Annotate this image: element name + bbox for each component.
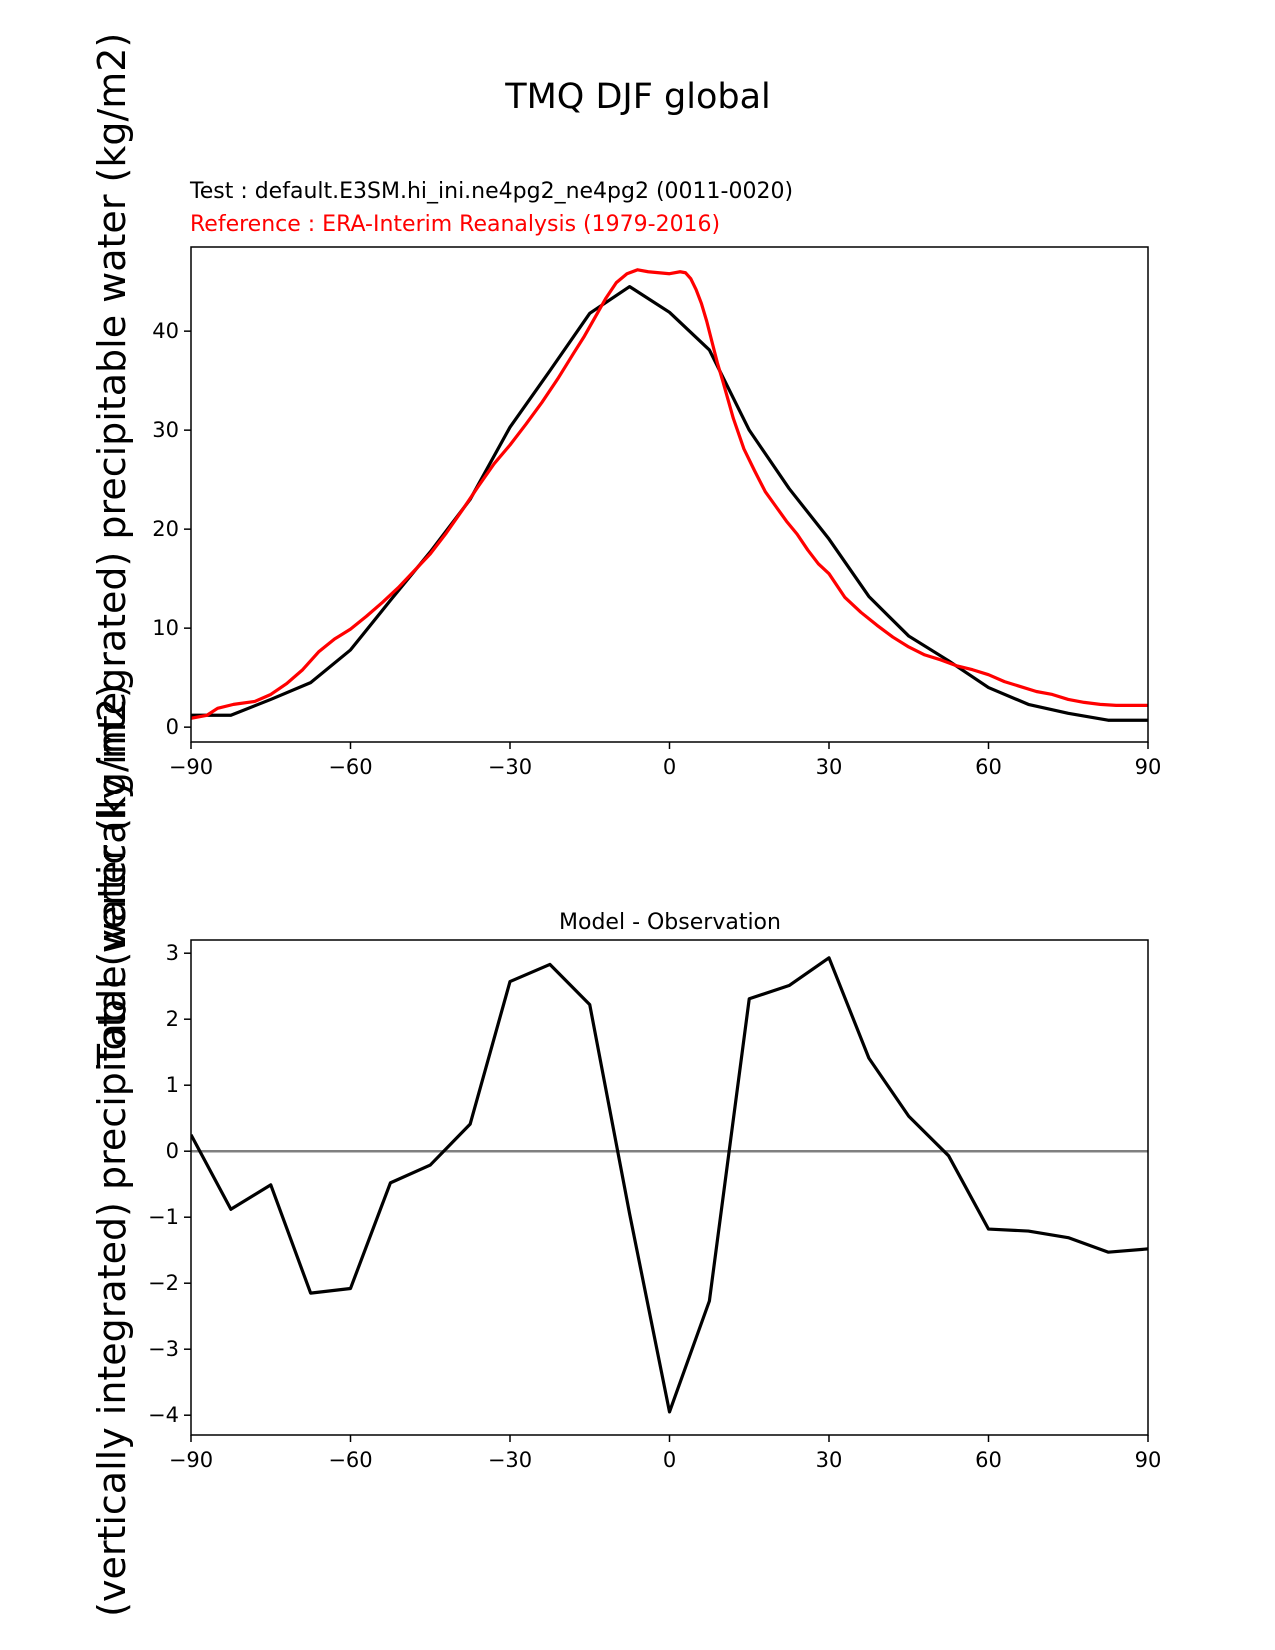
figure-title: TMQ DJF global (504, 77, 771, 117)
test-label: Test : default.E3SM.hi_ini.ne4pg2_ne4pg2… (189, 179, 793, 204)
difference-xtick-label: −60 (328, 1448, 372, 1472)
reference-label: Reference : ERA-Interim Reanalysis (1979… (190, 212, 720, 237)
difference-ytick-label: −1 (148, 1205, 179, 1229)
top-ytick-label: 40 (152, 319, 179, 343)
top-xtick-label: −30 (488, 755, 532, 779)
difference-panel-plot: −90 −60 −30 0 30 60 90 −4 −3 −2 −1 0 1 2 3 (148, 939, 1162, 1472)
top-xtick-label: −90 (169, 755, 213, 779)
top-xtick-label: −60 (328, 755, 372, 779)
top-axes-frame (190, 246, 1149, 743)
difference-xtick-label: −30 (488, 1448, 532, 1472)
top-ytick-label: 30 (152, 418, 179, 442)
ylabel-overlay-2: Total (vertically integrated) precipitab… (90, 33, 134, 1069)
difference-xtick-label: 30 (816, 1448, 843, 1472)
top-xtick-label: 30 (816, 755, 843, 779)
difference-ytick-label: 2 (166, 1007, 179, 1031)
top-xtick-label: 0 (663, 755, 676, 779)
difference-xtick-label: 0 (663, 1448, 676, 1472)
difference-xtick-label: 90 (1135, 1448, 1162, 1472)
difference-ytick-label: 1 (166, 1073, 179, 1097)
top-ytick-label: 20 (152, 517, 179, 541)
difference-ytick-label: −3 (148, 1337, 179, 1361)
top-reference-line (191, 268, 1148, 720)
difference-ytick-label: −4 (148, 1403, 179, 1427)
difference-ytick-label: 0 (166, 1139, 179, 1163)
top-ytick-label: 10 (152, 616, 179, 640)
difference-xtick-label: 60 (975, 1448, 1002, 1472)
top-xtick-label: 90 (1135, 755, 1162, 779)
difference-ytick-label: −2 (148, 1271, 179, 1295)
difference-xtick-label: −90 (169, 1448, 213, 1472)
ylabel-overlay-1: (vertically integrated) precipitable wat… (90, 683, 134, 1617)
top-test-line (191, 285, 1148, 722)
top-ytick-label: 0 (166, 715, 179, 739)
top-xtick-label: 60 (975, 755, 1002, 779)
difference-panel-title: Model - Observation (559, 910, 781, 935)
difference-difference-line (191, 956, 1148, 1414)
difference-ytick-label: 3 (166, 941, 179, 965)
difference-axes-frame (190, 939, 1149, 1436)
top-panel-plot: −90 −60 −30 0 30 60 90 0 10 20 30 40 (152, 246, 1162, 779)
